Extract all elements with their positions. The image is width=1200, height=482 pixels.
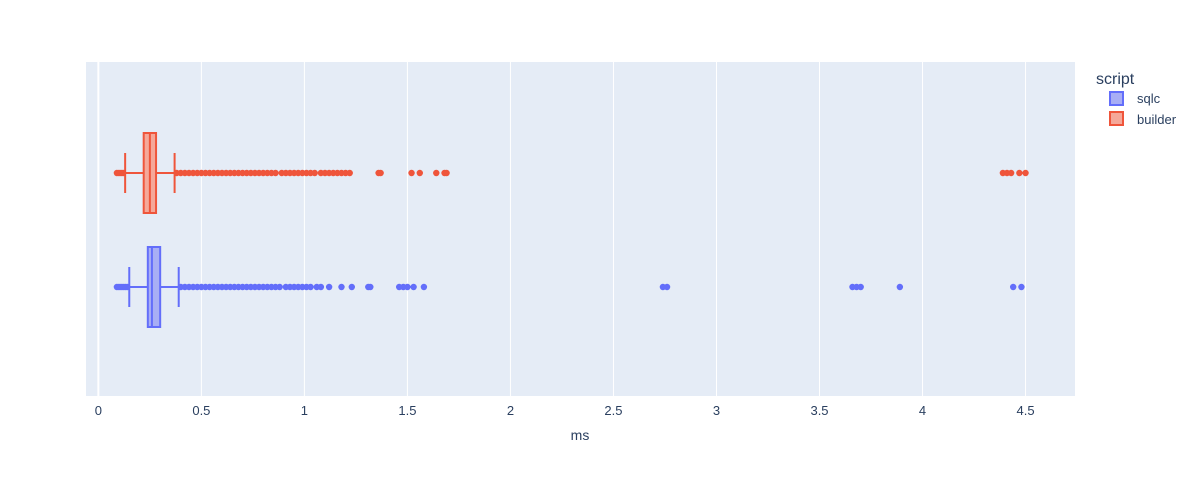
legend-item-builder[interactable]: builder <box>1109 111 1177 127</box>
outlier-point <box>346 169 353 177</box>
outlier-point <box>1022 169 1029 177</box>
outlier-point <box>410 283 417 291</box>
box-iqr <box>146 246 162 328</box>
x-tick-label: 0.5 <box>192 403 210 418</box>
plot-area <box>86 62 1075 396</box>
x-tick-label: 0 <box>95 403 102 418</box>
outlier-point <box>348 283 355 291</box>
outlier-point <box>420 283 428 291</box>
outlier-point <box>1018 283 1025 291</box>
outlier-point <box>307 283 314 291</box>
gridlines <box>97 62 1027 396</box>
outlier-point <box>1016 169 1023 177</box>
x-axis-title: ms <box>571 427 590 443</box>
legend-swatch-sqlc <box>1109 91 1124 106</box>
outlier-point <box>857 283 864 291</box>
x-tick-label: 4 <box>919 403 926 418</box>
outlier-point <box>377 169 384 177</box>
outlier-point <box>124 283 131 291</box>
legend: script sqlc builder <box>1096 71 1177 127</box>
outlier-point <box>325 283 333 291</box>
outlier-point <box>433 169 440 177</box>
outlier-point <box>404 283 411 291</box>
legend-item-sqlc[interactable]: sqlc <box>1109 91 1161 106</box>
outlier-point <box>1007 169 1015 177</box>
outlier-point <box>367 283 374 291</box>
legend-label-sqlc: sqlc <box>1137 91 1161 106</box>
x-tick-label: 2 <box>507 403 514 418</box>
legend-swatch-builder <box>1109 111 1124 126</box>
legend-label-builder: builder <box>1137 112 1177 127</box>
outlier-point <box>443 169 450 177</box>
box-traces <box>113 132 1029 328</box>
box-trace-builder[interactable] <box>113 132 1029 214</box>
outlier-point <box>338 283 345 291</box>
outlier-point <box>317 283 325 291</box>
outlier-point <box>311 169 318 177</box>
x-tick-label: 1 <box>301 403 308 418</box>
x-tick-labels: 0 0.5 1 1.5 2 2.5 3 3.5 4 4.5 <box>95 403 1035 418</box>
outlier-point <box>416 169 423 177</box>
outlier-point <box>1009 283 1017 291</box>
outlier-point <box>272 169 279 177</box>
x-tick-label: 2.5 <box>604 403 622 418</box>
box-trace-sqlc[interactable] <box>113 246 1025 328</box>
outlier-point <box>119 169 127 177</box>
outlier-point <box>663 283 671 291</box>
outlier-point <box>408 169 415 177</box>
legend-title: script <box>1096 71 1135 88</box>
x-tick-label: 3.5 <box>810 403 828 418</box>
outlier-point <box>896 283 904 291</box>
outlier-point <box>276 283 283 291</box>
x-tick-label: 3 <box>713 403 720 418</box>
x-tick-label: 4.5 <box>1017 403 1035 418</box>
x-tick-label: 1.5 <box>398 403 416 418</box>
